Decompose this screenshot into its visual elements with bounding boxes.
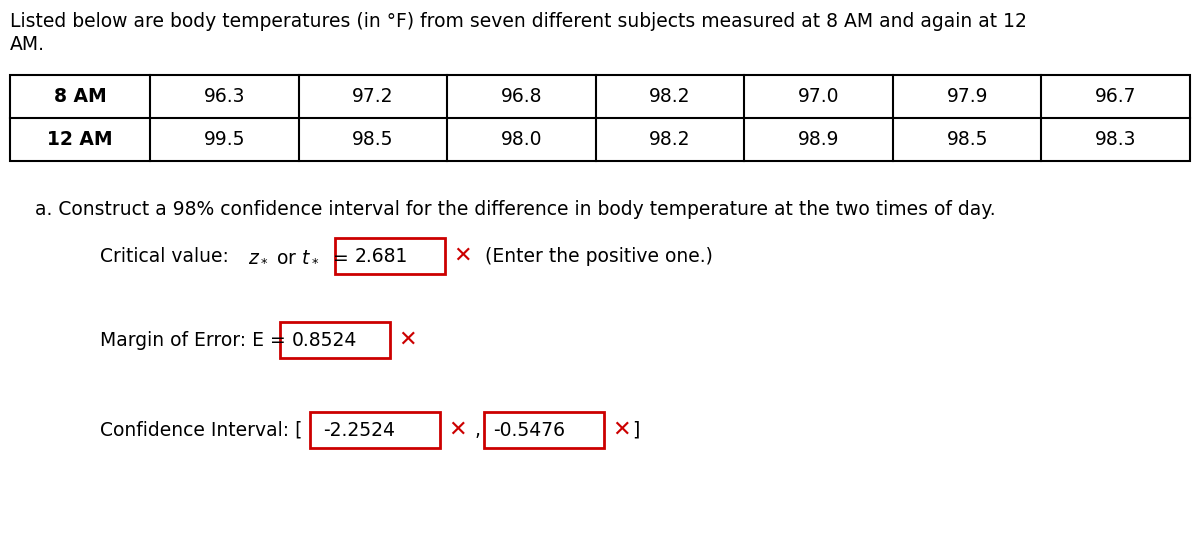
- Text: Margin of Error: E =: Margin of Error: E =: [100, 330, 292, 349]
- Text: 98.3: 98.3: [1094, 130, 1136, 149]
- Text: $z_*$ or $t_*$  =: $z_*$ or $t_*$ =: [248, 246, 348, 265]
- Text: 0.8524: 0.8524: [292, 330, 356, 349]
- Text: ✕: ✕: [612, 420, 631, 440]
- Bar: [280, 322, 390, 358]
- Text: a. Construct a 98% confidence interval for the difference in body temperature at: a. Construct a 98% confidence interval f…: [35, 200, 996, 219]
- Bar: [335, 238, 445, 274]
- Text: -0.5476: -0.5476: [493, 421, 565, 440]
- Text: 2.681: 2.681: [354, 246, 408, 265]
- Text: 98.5: 98.5: [947, 130, 988, 149]
- Text: ,: ,: [474, 421, 480, 440]
- Text: (Enter the positive one.): (Enter the positive one.): [485, 246, 713, 265]
- Text: 97.0: 97.0: [798, 87, 839, 106]
- Bar: [310, 412, 440, 448]
- Text: 99.5: 99.5: [204, 130, 245, 149]
- Text: -2.2524: -2.2524: [324, 421, 396, 440]
- Text: ]: ]: [632, 421, 640, 440]
- Bar: [10, 75, 1190, 161]
- Text: 98.2: 98.2: [649, 87, 691, 106]
- Text: 98.5: 98.5: [352, 130, 394, 149]
- Text: 12 AM: 12 AM: [47, 130, 113, 149]
- Text: AM.: AM.: [10, 35, 46, 54]
- Text: Listed below are body temperatures (in °F) from seven different subjects measure: Listed below are body temperatures (in °…: [10, 12, 1027, 31]
- Text: 97.2: 97.2: [352, 87, 394, 106]
- Text: 96.8: 96.8: [500, 87, 542, 106]
- Text: 97.9: 97.9: [947, 87, 988, 106]
- Bar: [484, 412, 604, 448]
- Text: Confidence Interval: [: Confidence Interval: [: [100, 421, 302, 440]
- Text: ✕: ✕: [454, 246, 472, 266]
- Text: 8 AM: 8 AM: [54, 87, 107, 106]
- Text: 98.2: 98.2: [649, 130, 691, 149]
- Text: 98.0: 98.0: [500, 130, 542, 149]
- Text: ✕: ✕: [398, 330, 416, 350]
- Text: Critical value:: Critical value:: [100, 246, 235, 265]
- Text: 96.7: 96.7: [1094, 87, 1136, 106]
- Text: 96.3: 96.3: [204, 87, 245, 106]
- Text: ✕: ✕: [448, 420, 467, 440]
- Text: 98.9: 98.9: [798, 130, 839, 149]
